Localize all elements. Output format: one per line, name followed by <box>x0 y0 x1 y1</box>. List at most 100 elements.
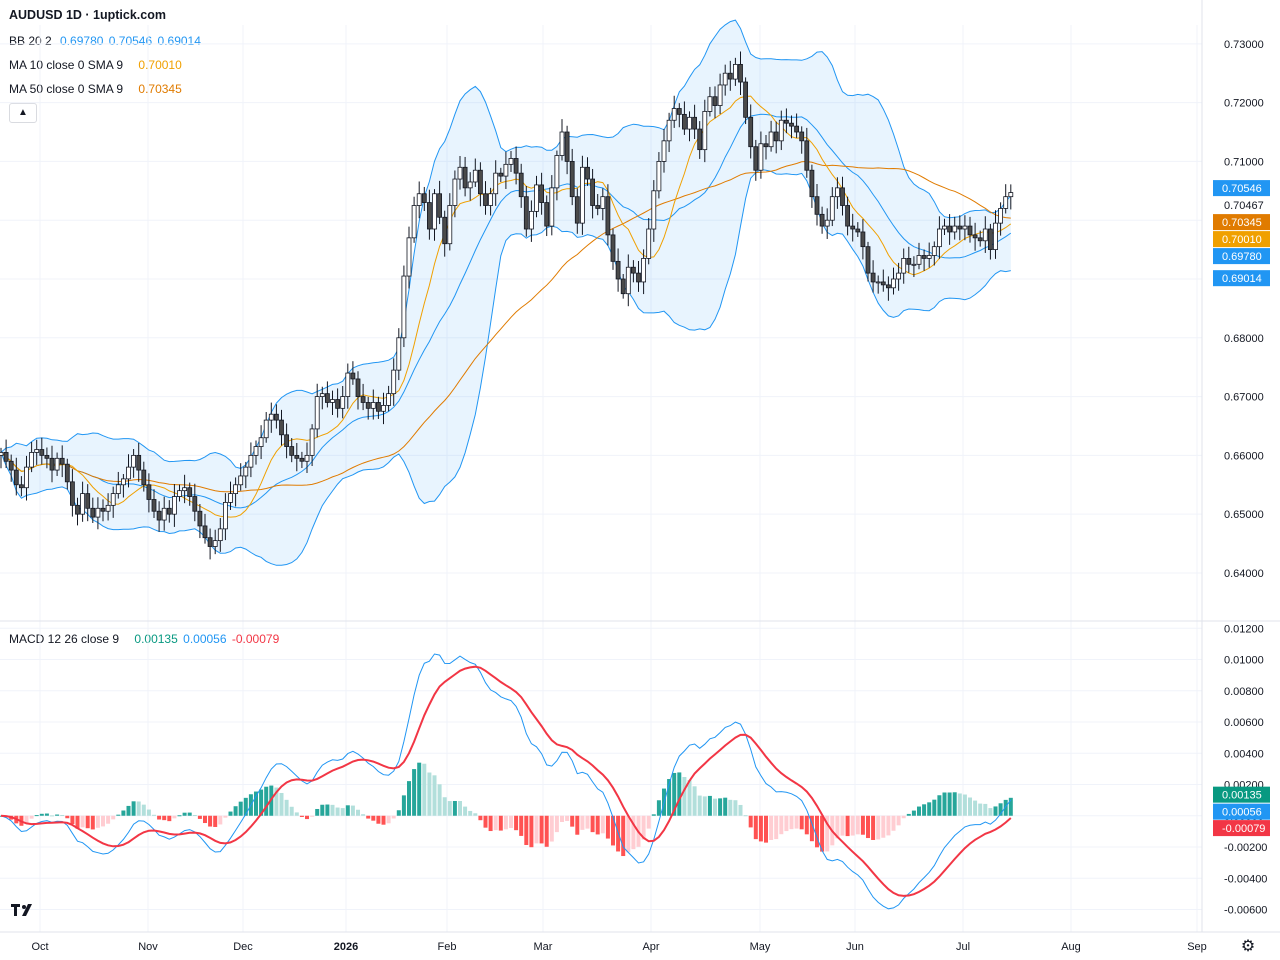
candle <box>207 537 213 547</box>
candle <box>937 228 942 248</box>
macd-histogram-bar <box>213 815 218 827</box>
candle <box>187 487 193 497</box>
macd-histogram-bar <box>891 815 896 831</box>
candle <box>80 493 85 515</box>
candle <box>625 266 631 295</box>
candle <box>1003 196 1009 209</box>
macd-histogram-bar <box>922 804 927 816</box>
candle <box>289 446 295 456</box>
macd-histogram-bar <box>901 815 906 819</box>
candle <box>345 372 351 397</box>
macd-tag-label: 0.00056 <box>1222 807 1262 819</box>
bb-legend[interactable]: BB 20 2 0.69780 0.70546 0.69014 <box>9 34 201 48</box>
candle <box>993 222 998 250</box>
macd-histogram-bar <box>947 792 952 816</box>
candle <box>233 484 239 494</box>
bb-legend-label: BB 20 2 <box>9 34 52 48</box>
gear-icon[interactable]: ⚙ <box>1240 938 1256 955</box>
macd-histogram-bar <box>626 815 631 853</box>
macd-histogram-bar <box>294 812 299 816</box>
candle <box>447 205 453 245</box>
time-tick-label: Oct <box>31 941 48 953</box>
macd-histogram-bar <box>789 815 794 830</box>
macd-histogram-bar <box>85 815 90 829</box>
candle <box>365 402 371 409</box>
candle <box>508 158 514 165</box>
macd-histogram-bar <box>243 797 248 816</box>
candle <box>314 396 320 430</box>
macd-histogram-bar <box>672 772 677 816</box>
candle <box>121 478 126 486</box>
candle <box>488 193 494 206</box>
macd-histogram-bar <box>254 791 258 816</box>
time-tick-label: 2026 <box>334 941 358 953</box>
ma10-legend-label: MA 10 close 0 SMA 9 <box>9 58 124 72</box>
price-tick-label: 0.73000 <box>1224 39 1264 51</box>
candle <box>95 507 101 518</box>
ma10-legend[interactable]: MA 10 close 0 SMA 9 0.70010 <box>9 58 182 72</box>
macd-legend[interactable]: MACD 12 26 close 9 0.00135 0.00056 -0.00… <box>9 632 279 646</box>
price-tick-label: 0.66000 <box>1224 450 1264 462</box>
ma50-line <box>0 160 1011 493</box>
macd-histogram-bar <box>534 815 539 844</box>
ma50-legend[interactable]: MA 50 close 0 SMA 9 0.70345 <box>9 82 182 96</box>
macd-histogram-bar <box>366 815 371 819</box>
candle <box>493 172 499 195</box>
macd-histogram-bar <box>697 795 702 816</box>
macd-histogram-bar <box>162 815 167 821</box>
price-tag-bg <box>1213 231 1270 248</box>
time-tick-label: May <box>750 941 771 953</box>
candle <box>727 72 733 80</box>
candle <box>773 131 779 142</box>
macd-histogram-bar <box>473 813 478 816</box>
macd-tick-label: 0.00800 <box>1224 686 1264 698</box>
candle <box>166 507 172 515</box>
price-tick-label: 0.72000 <box>1224 98 1264 110</box>
candle <box>554 155 560 189</box>
price-tag-bg <box>1213 180 1270 197</box>
macd-histogram-bar <box>458 801 462 816</box>
candle <box>829 196 835 221</box>
macd-histogram-bar <box>896 815 901 826</box>
macd-histogram-bar <box>503 815 508 830</box>
tradingview-logo-icon[interactable] <box>10 900 40 920</box>
macd-histogram-bar <box>126 805 131 816</box>
macd-histogram-bar <box>345 805 350 816</box>
candle <box>426 202 432 230</box>
macd-histogram-bar <box>845 815 850 837</box>
candle <box>886 284 891 289</box>
candle <box>462 166 468 189</box>
macd-histogram-bar <box>871 815 876 840</box>
candle <box>105 504 111 512</box>
candle <box>370 402 376 409</box>
candle <box>529 210 534 230</box>
candle <box>156 510 162 521</box>
time-tick-label: Feb <box>438 941 457 953</box>
signal-line <box>0 665 1012 897</box>
macd-histogram-bar <box>350 805 355 816</box>
macd-histogram-bar <box>825 815 830 852</box>
candle <box>814 196 820 215</box>
macd-legend-label: MACD 12 26 close 9 <box>9 632 120 646</box>
macd-histogram-bar <box>707 795 712 816</box>
macd-histogram-bar <box>983 803 988 816</box>
collapse-legend-button[interactable]: ▲ <box>9 103 37 123</box>
macd-histogram-bar <box>376 815 381 824</box>
macd-histogram-bar <box>396 810 401 816</box>
macd-histogram-bar <box>733 800 738 816</box>
macd-histogram-bar <box>401 795 406 816</box>
time-tick-label: Nov <box>138 941 158 953</box>
macd-histogram-bar <box>917 806 921 816</box>
macd-histogram-bar <box>876 815 881 840</box>
candle <box>467 181 473 189</box>
macd-histogram-bar <box>595 815 600 835</box>
candle <box>13 469 19 486</box>
bb-fill <box>1 20 1011 566</box>
candle <box>375 402 381 412</box>
macd-histogram-bar <box>101 815 105 827</box>
candle <box>523 196 529 230</box>
macd-histogram-bar <box>962 794 967 816</box>
candle <box>258 437 264 447</box>
candle <box>217 528 223 542</box>
